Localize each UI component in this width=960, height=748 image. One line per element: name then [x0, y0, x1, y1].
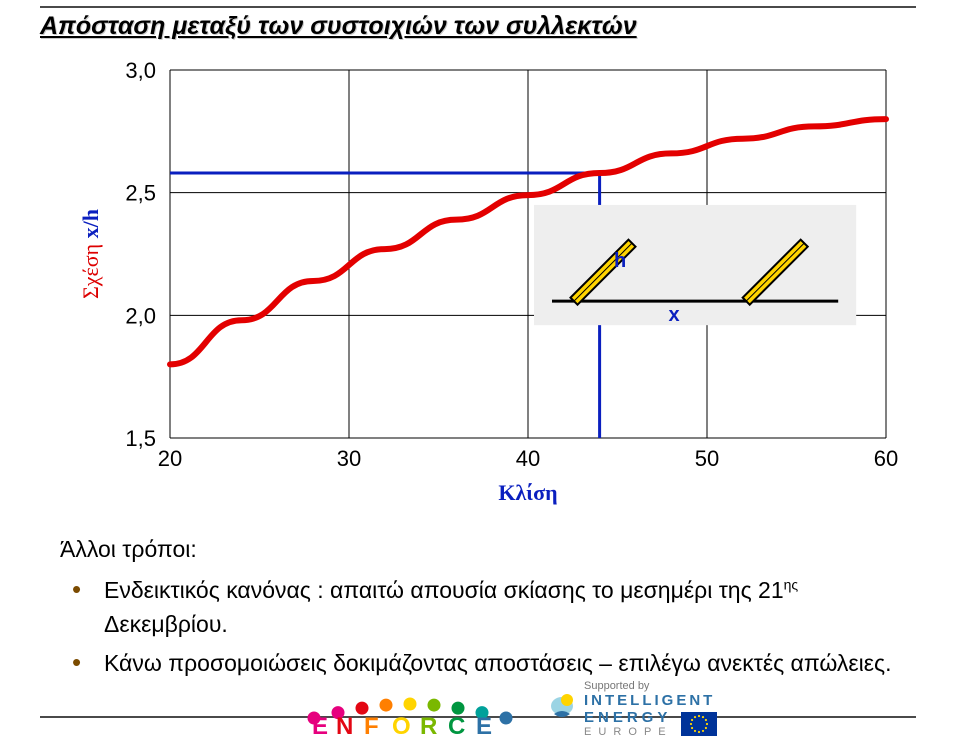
iee-icon	[548, 680, 576, 728]
svg-text:1,5: 1,5	[125, 426, 156, 451]
iee-line1: INTELLIGENT	[584, 692, 717, 709]
iee-line3: E U R O P E	[584, 726, 671, 738]
svg-text:60: 60	[874, 446, 898, 471]
iee-supported: Supported by	[584, 680, 717, 692]
svg-text:40: 40	[516, 446, 540, 471]
svg-text:C: C	[448, 713, 465, 740]
chart-svg: 1,5 2,0 2,5 3,0 20 30 40 50 60 Σχέση x/h Κλίση h x	[80, 60, 906, 516]
lead-text: Άλλοι τρόποι:	[60, 532, 900, 567]
svg-text:O: O	[392, 713, 411, 740]
svg-text:Σχέση x/h: Σχέση x/h	[78, 209, 103, 299]
svg-text:30: 30	[337, 446, 361, 471]
svg-text:x: x	[669, 304, 680, 326]
svg-text:20: 20	[158, 446, 182, 471]
svg-text:R: R	[420, 713, 437, 740]
svg-text:Κλίση: Κλίση	[498, 480, 557, 505]
svg-text:h: h	[614, 250, 626, 272]
eu-flag-icon	[681, 712, 717, 736]
other-methods: Άλλοι τρόποι: Ενδεικτικός κανόνας : απαι…	[60, 532, 900, 684]
top-rule	[40, 6, 916, 8]
svg-text:N: N	[336, 713, 353, 740]
enforce-logo: ENFORCE	[300, 682, 520, 738]
chart: 1,5 2,0 2,5 3,0 20 30 40 50 60 Σχέση x/h Κλίση h x	[80, 60, 906, 516]
iee-line2: ENERGY	[584, 709, 671, 726]
svg-text:F: F	[364, 713, 379, 740]
footer: ENFORCE Supported by INTELLIGENT ENERGY …	[0, 668, 960, 748]
page-title: Απόσταση μεταξύ των συστοιχιών των συλλε…	[40, 12, 637, 41]
svg-text:2,0: 2,0	[125, 303, 156, 328]
svg-text:2,5: 2,5	[125, 181, 156, 206]
bullet-list: Ενδεικτικός κανόνας : απαιτώ απουσία σκί…	[60, 573, 900, 681]
list-item: Ενδεικτικός κανόνας : απαιτώ απουσία σκί…	[96, 573, 900, 642]
svg-text:E: E	[476, 713, 492, 740]
svg-text:50: 50	[695, 446, 719, 471]
bullet-text-0: Ενδεικτικός κανόνας : απαιτώ απουσία σκί…	[104, 577, 798, 638]
svg-text:E: E	[312, 713, 328, 740]
intelligent-energy-logo: Supported by INTELLIGENT ENERGY E U R O …	[548, 680, 717, 738]
svg-text:3,0: 3,0	[125, 58, 156, 83]
